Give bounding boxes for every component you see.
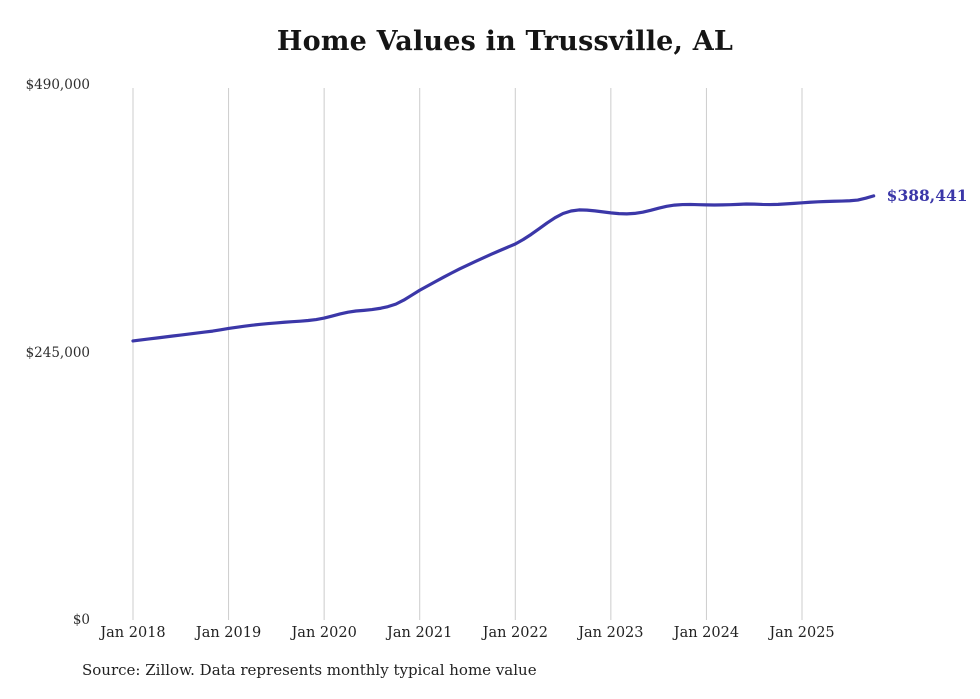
y-axis-tick-label: $0: [72, 612, 90, 628]
x-axis-tick-label: Jan 2022: [482, 625, 548, 641]
x-axis-tick-label: Jan 2023: [578, 625, 644, 641]
x-axis-tick-label: Jan 2019: [195, 625, 262, 641]
end-value-label: $388,441: [886, 185, 968, 205]
x-axis-tick-label: Jan 2021: [387, 625, 453, 641]
x-axis-tick-label: Jan 2018: [100, 625, 166, 641]
chart-title: Home Values in Trussville, AL: [276, 26, 734, 57]
y-axis-tick-label: $490,000: [25, 77, 90, 93]
home-value-line: [131, 194, 876, 343]
y-axis-tick-label: $245,000: [25, 344, 90, 361]
x-axis-tick-label: Jan 2020: [291, 625, 357, 641]
x-axis-tick-label: Jan 2024: [673, 625, 740, 641]
source-note: Source: Zillow. Data represents monthly …: [82, 661, 537, 679]
x-axis-tick-label: Jan 2025: [769, 625, 835, 641]
